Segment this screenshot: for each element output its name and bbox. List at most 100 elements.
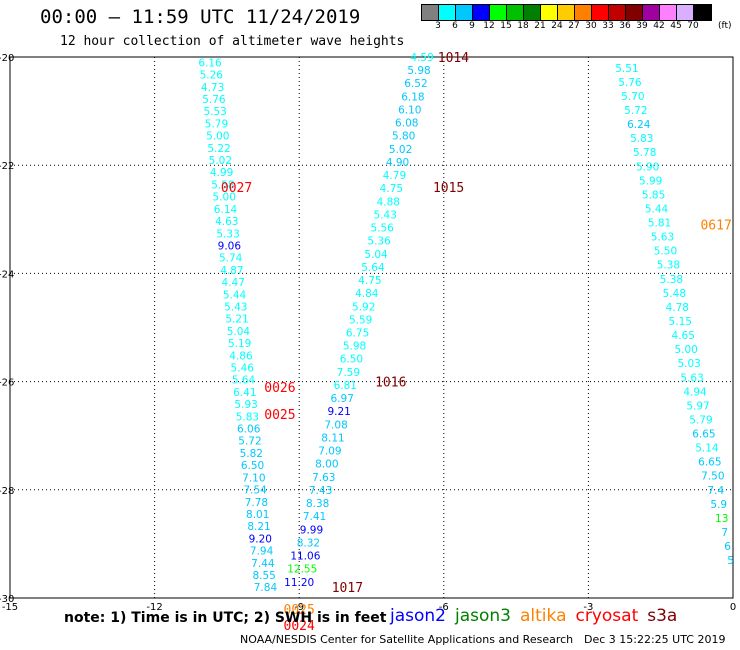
- legend-swatch: [592, 5, 609, 20]
- track2-value: 4.59: [410, 52, 433, 64]
- legend-swatch: [609, 5, 626, 20]
- track1-value: 5.93: [234, 399, 257, 411]
- lat-tick-label: -20: [0, 53, 14, 64]
- track2-value: 7.08: [324, 419, 347, 431]
- lon-tick-label: -9: [294, 602, 304, 613]
- lat-tick-label: -22: [0, 161, 14, 172]
- legend-swatch: [456, 5, 473, 20]
- track2-value: 8.11: [321, 432, 344, 444]
- track2-value: 5.64: [361, 262, 385, 274]
- track3-value: 7: [721, 527, 728, 539]
- track1-value: 7.84: [254, 582, 278, 594]
- track1-value: 7.94: [250, 546, 274, 558]
- track2-value: 4.88: [377, 196, 400, 208]
- track3-value: 4.65: [672, 330, 695, 342]
- track1-value: 5.53: [203, 106, 226, 118]
- track2-value: 4.75: [380, 183, 403, 195]
- legend-swatch: [473, 5, 490, 20]
- legend-label: 45: [670, 21, 682, 31]
- legend-swatch: [507, 5, 524, 20]
- pass-time-label: 0026: [264, 381, 295, 396]
- pass-time-label: 1014: [438, 51, 469, 66]
- legend-label: 24: [551, 21, 563, 31]
- track1-value: 5.00: [213, 192, 236, 204]
- lat-tick-label: -26: [0, 378, 14, 389]
- track2-value: 4.75: [358, 275, 381, 287]
- track1-value: 7.10: [242, 472, 265, 484]
- lon-tick-label: -12: [146, 602, 162, 613]
- track1-value: 9.06: [218, 240, 242, 252]
- legend-label: 36: [619, 21, 631, 31]
- track2-value: 6.50: [340, 354, 363, 366]
- track3-value: 6.65: [692, 429, 715, 441]
- track1-value: 5.04: [227, 326, 251, 338]
- track1-value: 8.01: [246, 509, 269, 521]
- legend-label: 15: [500, 21, 512, 31]
- pass-time-label: 0025: [284, 603, 315, 618]
- satellite-legend: jason2 jason3 altika cryosat s3a: [390, 606, 686, 626]
- track3-value: 5.83: [630, 133, 653, 145]
- credit-line: NOAA/NESDIS Center for Satellite Applica…: [240, 633, 574, 646]
- track2-value: 7.09: [318, 446, 341, 458]
- track1-value: 9.20: [249, 533, 272, 545]
- track2-value: 8.38: [306, 498, 329, 510]
- track2-value: 9.21: [327, 406, 350, 418]
- track1-value: 7.78: [245, 497, 268, 509]
- track2-value: 6.75: [346, 328, 369, 340]
- legend-swatch: [575, 5, 592, 20]
- track1-value: 5.58: [211, 179, 234, 191]
- footer-note: note: 1) Time is in UTC; 2) SWH is in fe…: [64, 610, 387, 626]
- track1-value: 6.14: [214, 204, 238, 216]
- track2-value: 5.92: [352, 301, 375, 313]
- color-scale-unit: (ft): [718, 21, 732, 31]
- pass-time-label: 0027: [221, 181, 252, 196]
- legend-label: 21: [534, 21, 546, 31]
- track2-value: 7.63: [312, 472, 335, 484]
- track3-value: 5.14: [695, 443, 719, 455]
- track1-value: 5.00: [206, 131, 229, 143]
- track1-value: 4.99: [210, 167, 233, 179]
- track3-value: 5.15: [669, 316, 692, 328]
- legend-label: 12: [483, 21, 495, 31]
- track3-value: 5.63: [651, 232, 674, 244]
- track3-value: 7.4: [707, 485, 724, 497]
- track3-value: 5.76: [618, 77, 642, 89]
- track2-value: 5.02: [389, 144, 412, 156]
- track1-value: 4.47: [222, 277, 245, 289]
- track1-value: 5.22: [207, 143, 230, 155]
- track2-value: 12.55: [287, 564, 317, 576]
- legend-label: 42: [653, 21, 665, 31]
- track2-value: 8.00: [315, 459, 338, 471]
- track3-value: 6: [724, 541, 731, 553]
- track3-value: 5.72: [624, 105, 647, 117]
- track2-value: 5.36: [367, 236, 391, 248]
- track3-value: 5.97: [686, 400, 709, 412]
- track1-value: 6.50: [241, 460, 264, 472]
- track1-value: 5.19: [228, 338, 251, 350]
- track2-value: 4.84: [355, 288, 379, 300]
- track2-value: 5.98: [407, 65, 430, 77]
- track2-value: 6.10: [398, 104, 421, 116]
- track3-value: 5.9: [710, 499, 727, 511]
- color-scale-legend: [421, 4, 712, 21]
- track3-value: 5.79: [689, 414, 712, 426]
- track2-value: 6.08: [395, 118, 418, 130]
- legend-swatch: [694, 5, 711, 20]
- legend-swatch: [422, 5, 439, 20]
- track2-value: 4.90: [386, 157, 409, 169]
- legend-swatch: [558, 5, 575, 20]
- lon-tick-label: 0: [730, 602, 736, 613]
- legend-label: 9: [469, 21, 475, 31]
- track1-value: 5.26: [200, 70, 224, 82]
- track3-value: 5.51: [615, 63, 638, 75]
- track1-value: 5.83: [236, 411, 259, 423]
- legend-swatch: [439, 5, 456, 20]
- track1-value: 8.21: [247, 521, 270, 533]
- track3-value: 7.50: [701, 471, 724, 483]
- track1-value: 5.82: [240, 448, 263, 460]
- track1-value: 4.73: [201, 82, 224, 94]
- track2-value: 6.52: [404, 78, 427, 90]
- track3-value: 5.38: [660, 274, 683, 286]
- track2-value: 6.18: [401, 91, 424, 103]
